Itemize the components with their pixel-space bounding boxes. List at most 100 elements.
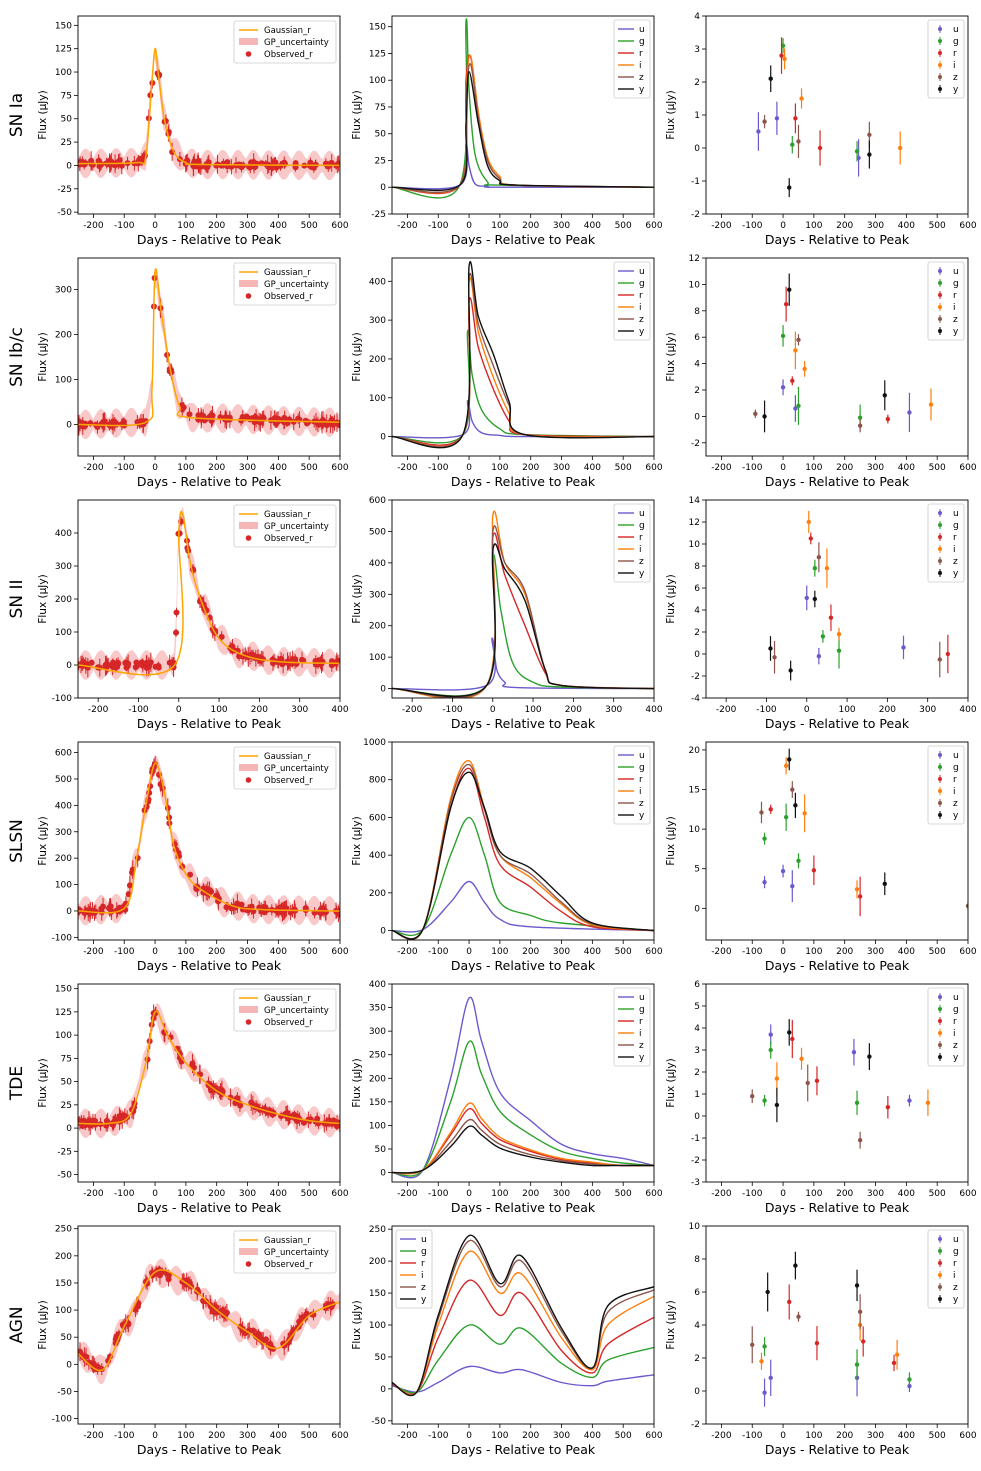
legend-label: Gaussian_r [264,26,311,36]
sn_ibc-middle-xtick-label: 600 [645,463,662,473]
sn_ii-middle-ylabel: Flux (μJy) [351,574,363,623]
point-i [836,632,842,637]
observed-point [307,163,314,170]
series-line-r [392,1279,654,1395]
agn-middle-ytick-label: 100 [369,1321,386,1331]
point-y [854,1283,860,1288]
legend-box [613,987,651,1067]
sn_ii-left-ylabel: Flux (μJy) [37,574,49,623]
point-g [812,566,818,571]
series-line-g [392,1324,654,1394]
left-legend: Gaussian_r GP_uncertainty Observed_r [233,504,337,548]
point-r [787,1299,792,1305]
series-line-y [392,1125,654,1174]
sn_ibc-right-ytick-label: 8 [694,307,700,317]
legend-label: Gaussian_r [264,510,311,520]
legend-label: i [421,1271,424,1281]
sn_ibc-middle-ylabel: Flux (μJy) [351,332,363,381]
slsn-right-ytick-label: 15 [689,786,700,796]
sn_ia-left-xtick-label: 100 [177,221,194,231]
tde-left-xtick-label: 100 [177,1189,194,1199]
agn-middle-xtick-label: -100 [428,1431,449,1441]
legend-label: Gaussian_r [264,268,311,278]
legend-label: g [953,521,959,531]
slsn-middle-ytick-label: 400 [369,851,386,861]
legend-label: Observed_r [264,1018,313,1028]
sn_ia-middle-xtick-label: 100 [491,221,508,231]
point-i [774,1076,780,1081]
legend-label: r [953,1017,957,1027]
sn_ibc-left-xtick-label: 300 [239,463,256,473]
sn_ibc-left-xtick-label: 100 [177,463,194,473]
sn_ibc-left-frame [77,257,341,457]
observed-point [218,1087,225,1094]
observed-point [261,909,268,916]
plot-area [78,755,340,926]
series-line-y [392,543,654,698]
agn-middle-xtick-label: 100 [491,1431,508,1441]
sn_ia-middle-xtick-label: -100 [428,221,449,231]
legend-point-icon [938,269,942,273]
tde-right-ytick-label: 2 [694,1068,700,1078]
observed-point [239,414,246,421]
plot-area [78,1003,340,1139]
sn_ia-middle-xtick-label: -200 [397,221,418,231]
legend-point-icon [938,63,942,67]
left-panel: -200 -100 0 100 200 300 400 -100 0 100 200 300 400 Da… [37,499,349,731]
sn_ibc-middle-xtick-label: 300 [553,463,570,473]
tde-middle-ytick-label: 250 [369,1051,386,1061]
tde-left-ytick-label: 150 [55,985,72,995]
sn_ibc-right-xtick-label: -200 [711,463,732,473]
slsn-right-xtick-label: -200 [711,947,732,957]
legend-label: Observed_r [264,1260,313,1270]
legend-point-icon [938,1237,942,1241]
sn_ia-right-ytick-label: 3 [694,45,700,55]
observed-point [156,1272,163,1279]
sn_ii-right-ytick-label: 6 [694,584,700,594]
legend-point-icon [938,1007,942,1011]
sn_ia-left-xlabel: Days - Relative to Peak [137,232,282,247]
row-label: TDE [7,1066,27,1101]
tde-middle-ytick-label: 150 [369,1098,386,1108]
plot-area [756,37,903,198]
agn-right-xlabel: Days - Relative to Peak [765,1442,910,1457]
agn-middle-ytick-label: 250 [369,1225,386,1235]
legend-label: r [953,291,957,301]
plot-area [392,261,654,449]
middle-panel: -200 -100 0 100 200 300 400 500 600 0 50 100 150 200 2… [351,980,663,1215]
agn-right-ytick-label: -2 [691,1420,700,1430]
tde-middle-xtick-label: 200 [522,1189,539,1199]
sn_ibc-left-xtick-label: -200 [83,463,104,473]
observed-point [302,905,309,912]
sn_ia-left-ytick-label: 75 [61,91,72,101]
tde-right-xtick-label: -200 [711,1189,732,1199]
sn_ii-left-frame [77,499,341,699]
tde-left-xtick-label: 400 [270,1189,287,1199]
legend-point-icon [938,1297,942,1301]
sn_ibc-right-xtick-label: 0 [780,463,786,473]
point-u [851,1050,857,1055]
point-y [787,185,792,190]
legend-point-icon [938,51,942,55]
row-slsn: SLSN-200 -100 0 100 200 300 400 500 600-10001002… [7,738,977,973]
slsn-left-xtick-label: 100 [177,947,194,957]
sn_ibc-middle-xtick-label: 500 [615,463,632,473]
tde-right-ytick-label: 5 [694,1002,700,1012]
sn_ia-right-xtick-label: 100 [805,221,822,231]
tde-left-ytick-label: 100 [55,1031,72,1041]
row-sn_ii: SN II-200 -100 0 100 200 300 400-1000100200300… [7,496,977,731]
point-z [750,1342,755,1348]
sn_ia-middle-ytick-label: 0 [380,183,386,193]
legend-label: r [953,1259,957,1269]
tde-middle-ytick-label: 300 [369,1027,386,1037]
point-g [857,415,863,420]
legend-label: z [639,1041,644,1051]
slsn-middle-xtick-label: 200 [522,947,539,957]
series-line-i [392,1250,654,1396]
agn-left-xtick-label: 300 [239,1431,256,1441]
series-line-u [392,400,654,439]
